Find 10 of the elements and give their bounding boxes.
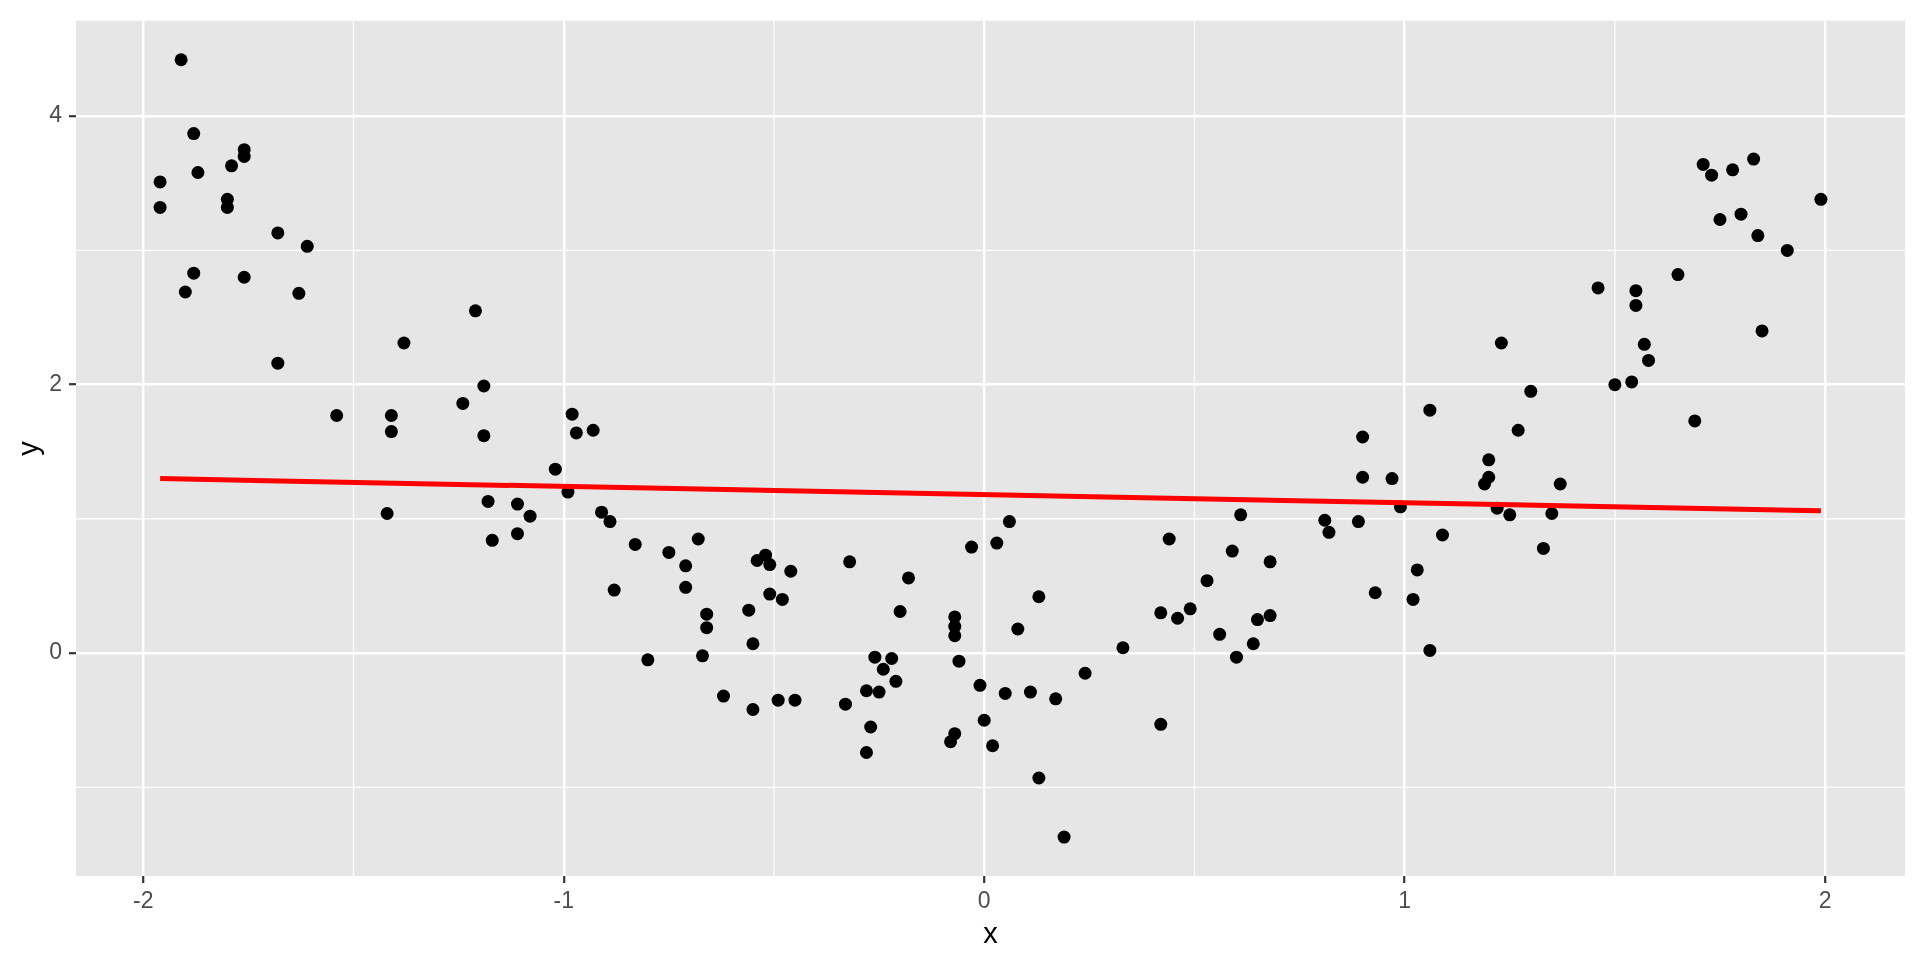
x-tick-label: -2 (133, 887, 154, 914)
y-tick-label: 4 (49, 101, 63, 128)
y-axis-title: y (12, 440, 45, 456)
y-tick-label: 2 (49, 369, 62, 396)
x-tick-label: 2 (1818, 887, 1832, 914)
y-tick-label: 0 (49, 638, 62, 665)
x-tick-label: -1 (553, 887, 574, 914)
x-tick-label: 1 (1398, 887, 1412, 914)
x-axis-title: x (983, 916, 999, 949)
x-tick-label: 0 (977, 887, 991, 914)
